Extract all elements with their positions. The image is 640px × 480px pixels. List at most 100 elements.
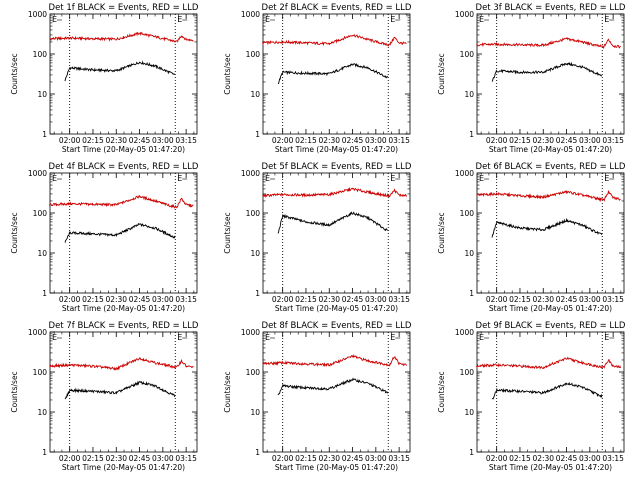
y-axis-label: Counts/sec — [10, 53, 19, 94]
x-axis-label: Start Time (20-May-05 01:47:20) — [62, 304, 185, 313]
y-axis-label: Counts/sec — [437, 371, 446, 412]
x-tick-label: 03:15 — [602, 454, 624, 463]
x-tick-label: 03:00 — [152, 454, 174, 463]
x-tick-label: 02:00 — [486, 295, 508, 304]
x-tick-label: 03:15 — [388, 136, 410, 145]
series-events-line — [491, 381, 603, 400]
x-axis-label: Start Time (20-May-05 01:47:20) — [62, 145, 185, 154]
panel-title: Det 1f BLACK = Events, RED = LLD — [49, 3, 199, 13]
panel-det-7: Det 7f BLACK = Events, RED = LLD 1 10 100 10… — [10, 321, 199, 472]
series-events-line — [64, 60, 176, 82]
plot-frame — [262, 13, 411, 135]
x-tick-label: 03:15 — [602, 136, 624, 145]
x-tick-label: 02:45 — [556, 136, 578, 145]
x-tick-label: 02:30 — [318, 454, 340, 463]
e-marker: E — [604, 174, 609, 183]
e-marker: E — [177, 333, 182, 342]
x-tick-label: 02:45 — [342, 295, 364, 304]
y-tick-label: 10 — [250, 408, 260, 417]
e-marker: E — [390, 174, 395, 183]
y-tick-label: 1000 — [28, 10, 47, 19]
x-axis-label: Start Time (20-May-05 01:47:20) — [489, 304, 612, 313]
x-tick-label: 02:45 — [556, 295, 578, 304]
y-tick-label: 100 — [460, 368, 475, 377]
e-marker: E — [52, 333, 57, 342]
x-axis-label: Start Time (20-May-05 01:47:20) — [275, 463, 398, 472]
plot-frame — [49, 331, 198, 453]
panel-title: Det 5f BLACK = Events, RED = LLD — [262, 162, 412, 172]
panel-det-6: Det 6f BLACK = Events, RED = LLD 1 10 100 10… — [437, 162, 626, 313]
e-marker: E — [604, 333, 609, 342]
series-events-line — [277, 377, 389, 396]
x-tick-label: 02:15 — [82, 454, 104, 463]
x-tick-label: 02:30 — [105, 295, 127, 304]
x-tick-label: 03:00 — [579, 136, 601, 145]
y-axis-label: Counts/sec — [223, 212, 232, 253]
y-tick-label: 100 — [246, 209, 261, 218]
y-axis-label: Counts/sec — [10, 371, 19, 412]
y-tick-label: 1000 — [455, 328, 474, 337]
y-tick-label: 1 — [42, 130, 47, 139]
x-tick-label: 02:00 — [272, 295, 294, 304]
x-tick-label: 02:00 — [272, 454, 294, 463]
y-tick-label: 1 — [469, 130, 474, 139]
x-tick-label: 02:45 — [342, 454, 364, 463]
e-marker: E — [390, 333, 395, 342]
y-tick-label: 1000 — [455, 169, 474, 178]
panel-det-3: Det 3f BLACK = Events, RED = LLD 1 10 100 10… — [437, 3, 626, 154]
series-lld-line — [476, 190, 621, 203]
x-tick-label: 02:45 — [129, 454, 151, 463]
plot-frame — [49, 13, 198, 135]
y-tick-label: 1 — [42, 448, 47, 457]
y-tick-label: 1 — [255, 130, 260, 139]
y-tick-label: 1000 — [28, 169, 47, 178]
y-tick-label: 100 — [460, 50, 475, 59]
x-tick-label: 03:00 — [365, 454, 387, 463]
x-tick-label: 03:15 — [175, 454, 197, 463]
e-marker: E — [265, 333, 270, 342]
e-marker: E — [177, 174, 182, 183]
x-tick-label: 02:30 — [532, 454, 554, 463]
x-axis-label: Start Time (20-May-05 01:47:20) — [489, 463, 612, 472]
y-axis-label: Counts/sec — [223, 371, 232, 412]
e-marker: E — [604, 15, 609, 24]
y-tick-label: 100 — [246, 50, 261, 59]
x-tick-label: 02:45 — [556, 454, 578, 463]
x-tick-label: 02:15 — [509, 295, 531, 304]
panel-det-4: Det 4f BLACK = Events, RED = LLD 1 10 100 10… — [10, 162, 199, 313]
x-tick-label: 03:15 — [175, 295, 197, 304]
x-tick-label: 02:15 — [295, 136, 317, 145]
x-tick-label: 03:00 — [152, 136, 174, 145]
y-tick-label: 1000 — [241, 169, 260, 178]
x-tick-label: 03:15 — [388, 454, 410, 463]
x-tick-label: 02:15 — [509, 136, 531, 145]
series-lld-line — [49, 357, 194, 371]
series-lld-line — [49, 194, 194, 209]
y-tick-label: 10 — [464, 249, 474, 258]
e-marker: E — [265, 15, 270, 24]
panel-title: Det 6f BLACK = Events, RED = LLD — [476, 162, 626, 172]
y-tick-label: 100 — [460, 209, 475, 218]
plot-frame — [262, 331, 411, 453]
y-tick-label: 1000 — [241, 328, 260, 337]
x-tick-label: 03:15 — [388, 295, 410, 304]
x-tick-label: 02:15 — [295, 295, 317, 304]
x-tick-label: 03:00 — [579, 295, 601, 304]
x-tick-label: 02:45 — [129, 295, 151, 304]
series-events-line — [491, 61, 603, 82]
panel-title: Det 9f BLACK = Events, RED = LLD — [476, 321, 626, 331]
x-tick-label: 03:00 — [579, 454, 601, 463]
y-axis-label: Counts/sec — [223, 53, 232, 94]
panel-title: Det 2f BLACK = Events, RED = LLD — [262, 3, 412, 13]
e-marker: E — [52, 15, 57, 24]
e-marker: E — [479, 333, 484, 342]
x-tick-label: 02:00 — [272, 136, 294, 145]
panel-det-5: Det 5f BLACK = Events, RED = LLD 1 10 100 10… — [223, 162, 412, 313]
x-tick-label: 02:45 — [342, 136, 364, 145]
series-events-line — [64, 222, 176, 243]
y-axis-label: Counts/sec — [437, 53, 446, 94]
e-marker: E — [479, 15, 484, 24]
x-tick-label: 03:15 — [175, 136, 197, 145]
panel-title: Det 7f BLACK = Events, RED = LLD — [49, 321, 199, 331]
x-axis-label: Start Time (20-May-05 01:47:20) — [62, 463, 185, 472]
